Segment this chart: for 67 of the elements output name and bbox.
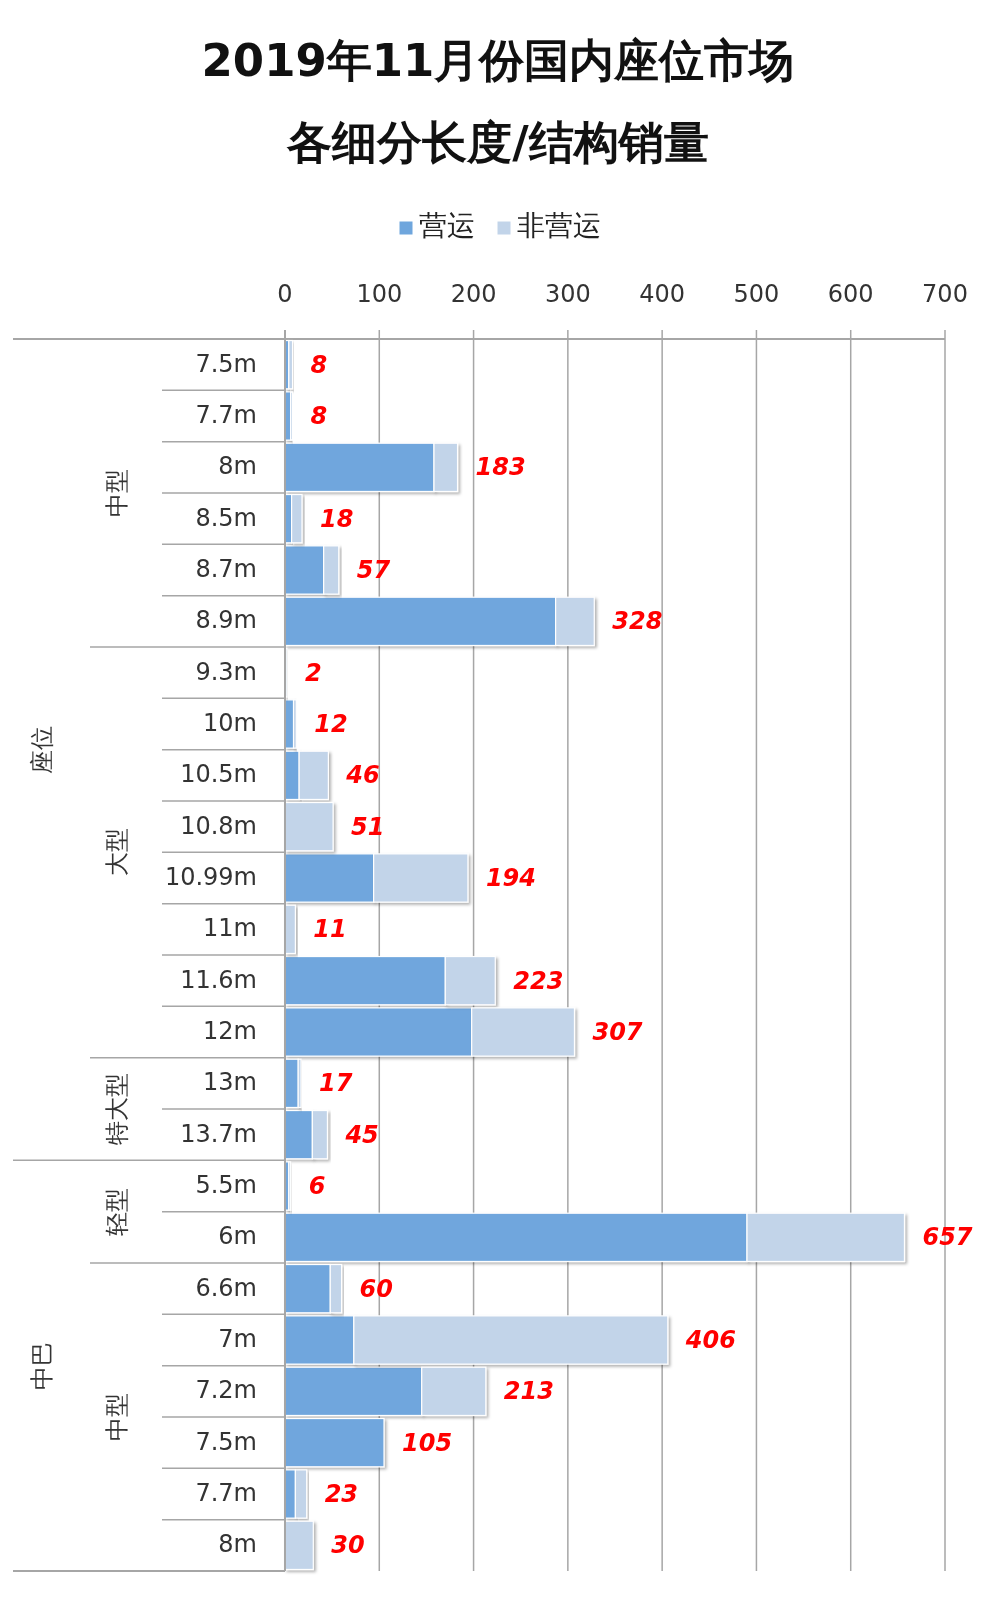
total-label: 60 <box>359 1274 393 1303</box>
y-tick-label: 10.99m <box>164 863 257 891</box>
y-tick-label: 8m <box>218 1530 257 1559</box>
total-label: 11 <box>313 915 347 944</box>
total-label: 105 <box>402 1428 453 1457</box>
total-label: 30 <box>331 1531 365 1560</box>
total-label: 46 <box>345 761 380 790</box>
y-tick-label: 8m <box>218 452 257 481</box>
total-label: 45 <box>344 1120 379 1149</box>
y-tick-label: 9.3m <box>195 657 257 686</box>
y-tick-label: 7.5m <box>195 1427 257 1456</box>
y-tick-label: 6m <box>218 1222 257 1251</box>
total-label: 2 <box>304 658 322 687</box>
legend-label: 非营运 <box>517 209 601 242</box>
text: 特大型 <box>103 1073 131 1145</box>
y-tick-label: 7m <box>218 1325 257 1353</box>
total-label: 18 <box>319 504 354 533</box>
text: 座位 <box>28 725 56 774</box>
x-tick-label: 400 <box>639 280 686 308</box>
total-label: 328 <box>612 607 663 636</box>
text: 中型 <box>103 469 131 517</box>
chart-subtitle: 各细分长度/结构销量 <box>286 116 709 169</box>
total-label: 23 <box>324 1480 359 1508</box>
y-tick-label: 11m <box>203 914 257 943</box>
total-label: 8 <box>310 350 328 379</box>
y-tick-label: 13m <box>203 1068 257 1097</box>
total-label: 406 <box>684 1326 736 1354</box>
y-tick-label: 8.5m <box>195 503 257 532</box>
y-tick-label: 7.7m <box>195 401 257 429</box>
total-label: 223 <box>513 966 564 995</box>
y-tick-label: 10.5m <box>180 760 257 789</box>
x-tick-label: 300 <box>544 280 591 308</box>
y-tick-label: 5.5m <box>195 1171 257 1199</box>
text: 中型 <box>103 1393 131 1441</box>
total-label: 307 <box>592 1018 643 1046</box>
text: 轻型 <box>103 1187 131 1236</box>
y-tick-label: 7.2m <box>195 1376 257 1405</box>
y-tick-label: 7.7m <box>195 1479 257 1507</box>
total-label: 51 <box>351 812 385 841</box>
total-label: 183 <box>475 453 526 482</box>
total-label: 6 <box>308 1172 326 1200</box>
y-tick-label: 8.9m <box>195 606 257 635</box>
y-tick-label: 10.8m <box>180 811 257 840</box>
x-tick-label: 200 <box>450 280 497 308</box>
y-tick-label: 11.6m <box>180 965 257 994</box>
y-tick-label: 12m <box>203 1017 257 1045</box>
total-label: 12 <box>314 710 348 738</box>
y-tick-label: 8.7m <box>195 555 257 583</box>
legend-label: 营运 <box>419 209 475 242</box>
y-tick-label: 10m <box>203 709 257 737</box>
x-tick-label: 600 <box>827 280 874 308</box>
y-tick-label: 6.6m <box>195 1273 257 1302</box>
y-tick-label: 7.5m <box>195 349 257 378</box>
total-label: 213 <box>503 1377 554 1406</box>
x-tick-label: 100 <box>356 280 403 308</box>
x-tick-label: 500 <box>733 280 780 308</box>
total-label: 194 <box>485 864 537 892</box>
x-tick-label: 700 <box>922 280 968 308</box>
total-label: 8 <box>310 402 328 430</box>
y-tick-label: 13.7m <box>180 1119 257 1148</box>
text: 中巴 <box>28 1341 56 1390</box>
total-label: 17 <box>319 1069 353 1098</box>
total-label: 657 <box>922 1223 973 1252</box>
x-tick-label: 0 <box>277 280 293 308</box>
total-label: 57 <box>356 556 391 584</box>
text: 大型 <box>103 828 131 877</box>
chart-title: 2019年11月份国内座位市场 <box>201 34 795 87</box>
